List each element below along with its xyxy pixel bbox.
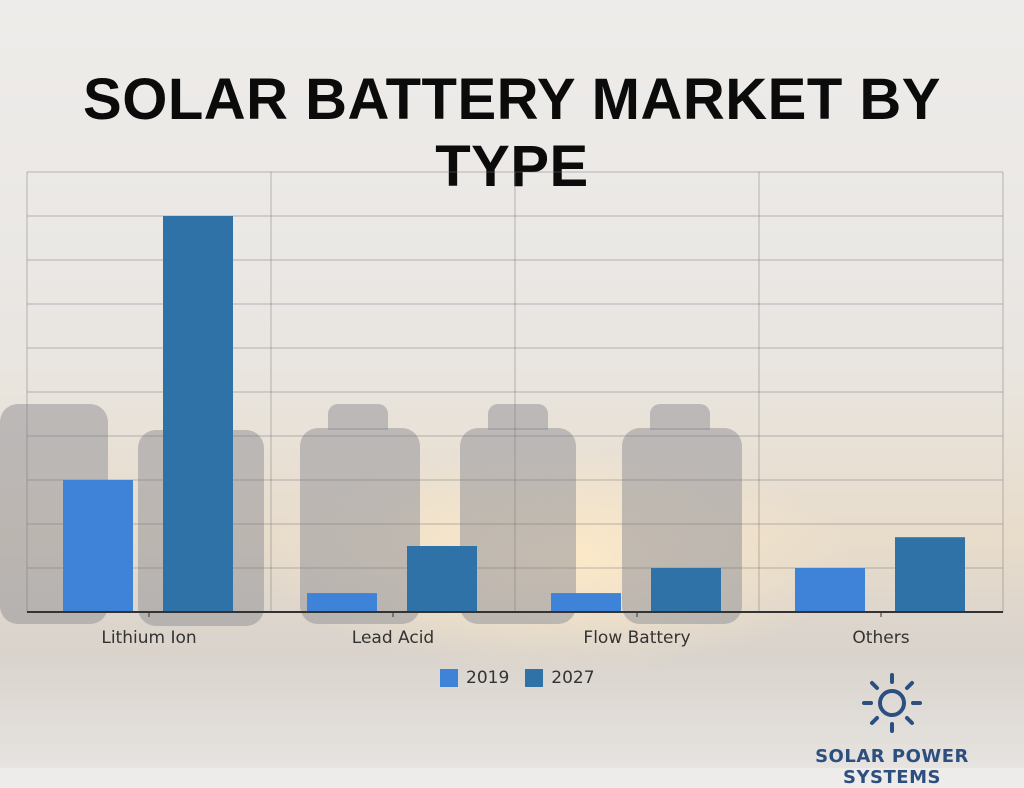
legend: 2019 2027 — [440, 668, 595, 688]
legend-swatch-2027 — [525, 669, 544, 687]
bar-2019-others — [795, 568, 865, 612]
sun-icon — [862, 673, 922, 733]
bar-chart: Lithium Ion Lead Acid Flow Battery Others — [26, 171, 1004, 648]
logo: SOLAR POWER SYSTEMS — [770, 668, 1014, 788]
bar-2019-lead-acid — [307, 593, 377, 612]
legend-label-2027: 2027 — [551, 668, 595, 688]
x-tick-label: Others — [852, 628, 909, 648]
bar-2019-flow-battery — [551, 593, 621, 612]
chart-title: SOLAR BATTERY MARKET BY TYPE — [83, 67, 941, 199]
x-tick-label: Lead Acid — [352, 628, 434, 648]
legend-label-2019: 2019 — [466, 668, 510, 688]
legend-swatch-2019 — [440, 669, 458, 687]
x-tick-label: Lithium Ion — [101, 628, 196, 648]
bar-2027-lead-acid — [407, 546, 477, 612]
legend-item-2019: 2019 — [440, 668, 509, 688]
bar-2027-lithium-ion — [163, 216, 233, 612]
bar-2019-lithium-ion — [63, 480, 133, 612]
logo-text: SOLAR POWER SYSTEMS — [815, 746, 969, 788]
x-tick-label: Flow Battery — [583, 628, 690, 648]
bar-2027-others — [895, 537, 965, 612]
legend-item-2027: 2027 — [525, 668, 595, 688]
bar-2027-flow-battery — [651, 568, 721, 612]
